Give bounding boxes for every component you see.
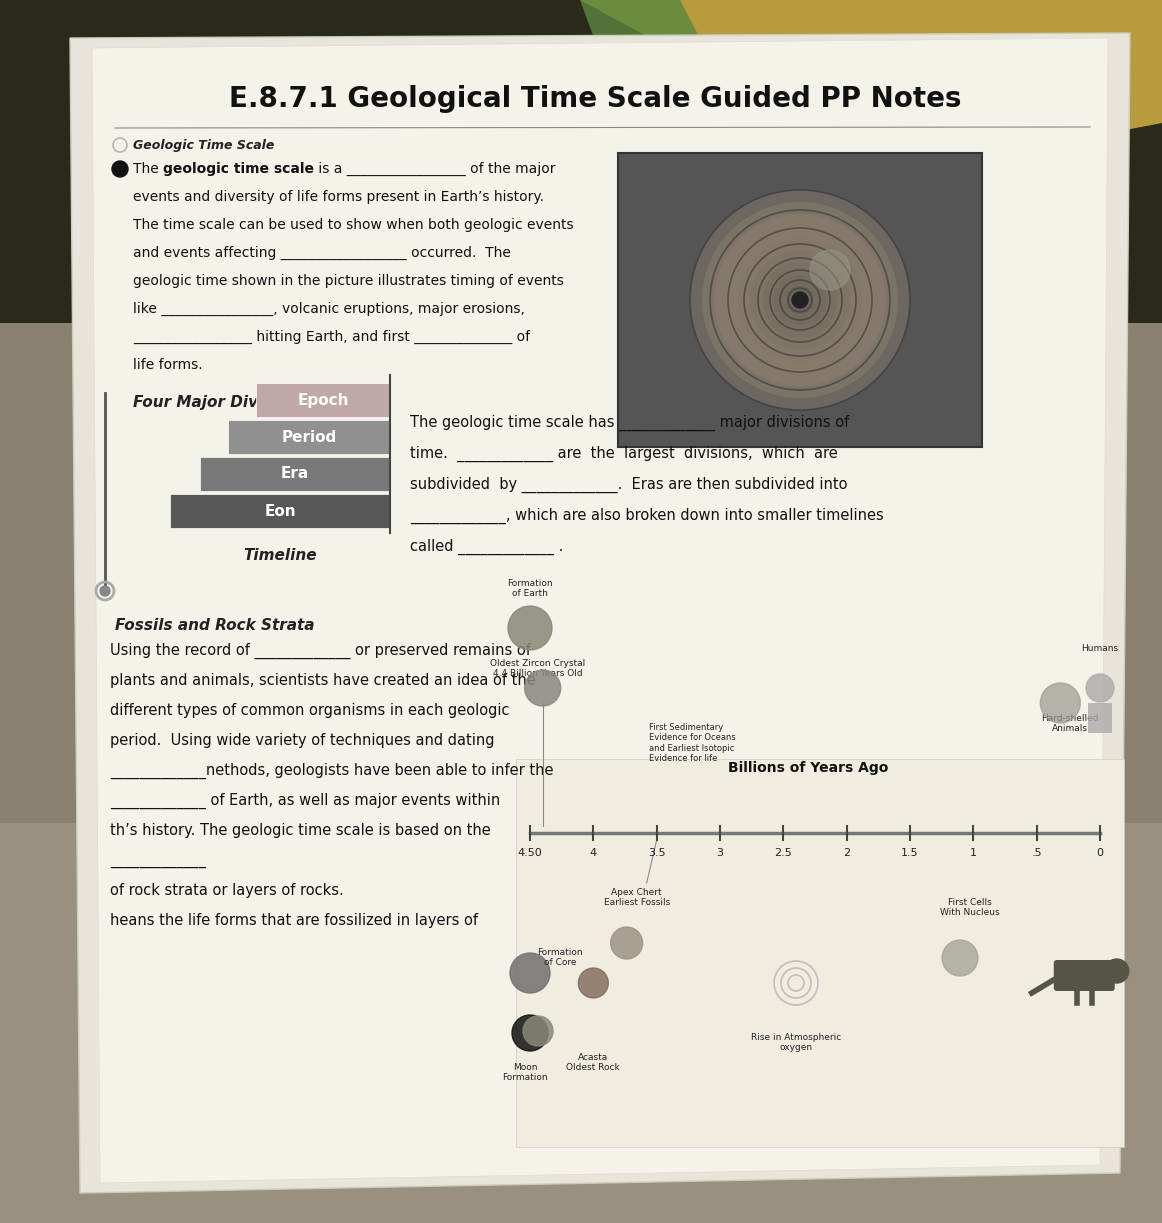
Circle shape xyxy=(726,226,874,374)
Text: _____________: _____________ xyxy=(110,854,206,868)
Text: .5: .5 xyxy=(1032,848,1042,859)
Text: geologic time shown in the picture illustrates timing of events: geologic time shown in the picture illus… xyxy=(132,274,564,287)
Text: period.  Using wide variety of techniques and dating: period. Using wide variety of techniques… xyxy=(110,734,495,748)
FancyBboxPatch shape xyxy=(170,494,390,528)
FancyBboxPatch shape xyxy=(200,457,390,490)
Text: 3: 3 xyxy=(717,848,724,859)
Text: Using the record of _____________ or preserved remains of: Using the record of _____________ or pre… xyxy=(110,643,531,659)
Circle shape xyxy=(523,1016,553,1046)
Text: time.  _____________ are  the  largest  divisions,  which  are: time. _____________ are the largest divi… xyxy=(410,446,838,462)
Circle shape xyxy=(810,249,849,290)
FancyBboxPatch shape xyxy=(256,383,390,417)
Circle shape xyxy=(762,262,838,338)
FancyBboxPatch shape xyxy=(0,0,1162,323)
Text: Epoch: Epoch xyxy=(297,393,349,407)
Text: 2: 2 xyxy=(844,848,851,859)
Text: 1.5: 1.5 xyxy=(902,848,919,859)
Text: of rock strata or layers of rocks.: of rock strata or layers of rocks. xyxy=(110,883,344,899)
Text: life forms.: life forms. xyxy=(132,358,202,372)
Polygon shape xyxy=(92,38,1109,1183)
Text: Geologic Time Scale: Geologic Time Scale xyxy=(132,138,274,152)
Circle shape xyxy=(942,940,978,976)
Text: is a _________________ of the major: is a _________________ of the major xyxy=(314,161,555,176)
Text: Apex Chert
Earliest Fossils: Apex Chert Earliest Fossils xyxy=(603,888,669,907)
Text: plants and animals, scientists have created an idea of the: plants and animals, scientists have crea… xyxy=(110,674,536,689)
Text: subdivided  by _____________.  Eras are then subdivided into: subdivided by _____________. Eras are th… xyxy=(410,477,847,493)
Text: called _____________ .: called _____________ . xyxy=(410,539,564,555)
Circle shape xyxy=(508,607,552,649)
Text: like ________________, volcanic eruptions, major erosions,: like ________________, volcanic eruption… xyxy=(132,302,525,316)
FancyBboxPatch shape xyxy=(1054,960,1114,991)
Circle shape xyxy=(1086,674,1114,702)
Text: Hard-shelled
Animals: Hard-shelled Animals xyxy=(1041,713,1099,733)
Text: Billions of Years Ago: Billions of Years Ago xyxy=(729,761,889,775)
Circle shape xyxy=(1105,959,1128,983)
Circle shape xyxy=(1040,682,1081,723)
Polygon shape xyxy=(580,0,1162,172)
Text: Timeline: Timeline xyxy=(243,548,317,564)
Circle shape xyxy=(611,927,643,959)
FancyBboxPatch shape xyxy=(516,759,1124,1147)
Text: Acasta
Oldest Rock: Acasta Oldest Rock xyxy=(566,1053,621,1073)
Text: Oldest Zircon Crystal
4.4 Billion Years Old: Oldest Zircon Crystal 4.4 Billion Years … xyxy=(490,659,586,678)
Text: The time scale can be used to show when both geologic events: The time scale can be used to show when … xyxy=(132,218,574,232)
Text: E.8.7.1 Geological Time Scale Guided PP Notes: E.8.7.1 Geological Time Scale Guided PP … xyxy=(229,86,961,113)
Circle shape xyxy=(525,670,561,706)
Text: heans the life forms that are fossilized in layers of: heans the life forms that are fossilized… xyxy=(110,914,478,928)
Text: First Sedimentary
Evidence for Oceans
and Earliest Isotopic
Evidence for life: First Sedimentary Evidence for Oceans an… xyxy=(648,723,736,763)
Text: 0: 0 xyxy=(1097,848,1104,859)
Text: different types of common organisms in each geologic: different types of common organisms in e… xyxy=(110,703,509,718)
Circle shape xyxy=(690,190,910,410)
Circle shape xyxy=(100,586,110,596)
Circle shape xyxy=(579,967,609,998)
Text: Formation
of Core: Formation of Core xyxy=(537,948,583,967)
Text: Fossils and Rock Strata: Fossils and Rock Strata xyxy=(115,618,315,632)
FancyBboxPatch shape xyxy=(1088,703,1112,733)
Text: 4.50: 4.50 xyxy=(517,848,543,859)
Text: The geologic time scale has _____________ major divisions of: The geologic time scale has ____________… xyxy=(410,415,849,430)
Circle shape xyxy=(510,953,550,993)
Text: The: The xyxy=(132,161,163,176)
Circle shape xyxy=(749,249,849,350)
Circle shape xyxy=(112,161,128,177)
Text: 3.5: 3.5 xyxy=(648,848,666,859)
Text: _____________nethods, geologists have been able to infer the: _____________nethods, geologists have be… xyxy=(110,763,553,779)
Text: First Cells
With Nucleus: First Cells With Nucleus xyxy=(940,898,999,917)
Circle shape xyxy=(774,274,826,327)
Text: _____________ of Earth, as well as major events within: _____________ of Earth, as well as major… xyxy=(110,793,501,810)
Text: Moon
Formation: Moon Formation xyxy=(502,1063,547,1082)
FancyBboxPatch shape xyxy=(618,153,982,446)
Text: events and diversity of life forms present in Earth’s history.: events and diversity of life forms prese… xyxy=(132,190,544,204)
FancyBboxPatch shape xyxy=(228,419,390,454)
Text: geologic time scale: geologic time scale xyxy=(163,161,314,176)
Text: 1: 1 xyxy=(970,848,977,859)
Polygon shape xyxy=(580,0,760,163)
Text: and events affecting __________________ occurred.  The: and events affecting __________________ … xyxy=(132,246,511,260)
Text: Humans: Humans xyxy=(1082,645,1119,653)
Circle shape xyxy=(786,286,815,314)
Circle shape xyxy=(512,1015,548,1051)
Circle shape xyxy=(738,238,862,362)
Circle shape xyxy=(713,214,885,386)
Circle shape xyxy=(792,292,808,308)
Text: Rise in Atmospheric
oxygen: Rise in Atmospheric oxygen xyxy=(751,1033,841,1053)
FancyBboxPatch shape xyxy=(0,323,1162,823)
Text: Formation
of Earth: Formation of Earth xyxy=(507,578,553,598)
Text: Eon: Eon xyxy=(264,504,296,519)
Circle shape xyxy=(702,202,898,397)
Text: Four Major Divisions of Time: Four Major Divisions of Time xyxy=(132,395,378,411)
Text: th’s history. The geologic time scale is based on the: th’s history. The geologic time scale is… xyxy=(110,823,490,839)
Text: 4: 4 xyxy=(590,848,597,859)
FancyBboxPatch shape xyxy=(0,823,1162,1223)
Text: Period: Period xyxy=(281,429,337,444)
Polygon shape xyxy=(70,33,1129,1192)
Text: _____________, which are also broken down into smaller timelines: _____________, which are also broken dow… xyxy=(410,508,884,525)
Text: _________________ hitting Earth, and first ______________ of: _________________ hitting Earth, and fir… xyxy=(132,330,530,344)
Text: 2.5: 2.5 xyxy=(774,848,792,859)
Text: Era: Era xyxy=(281,466,309,482)
